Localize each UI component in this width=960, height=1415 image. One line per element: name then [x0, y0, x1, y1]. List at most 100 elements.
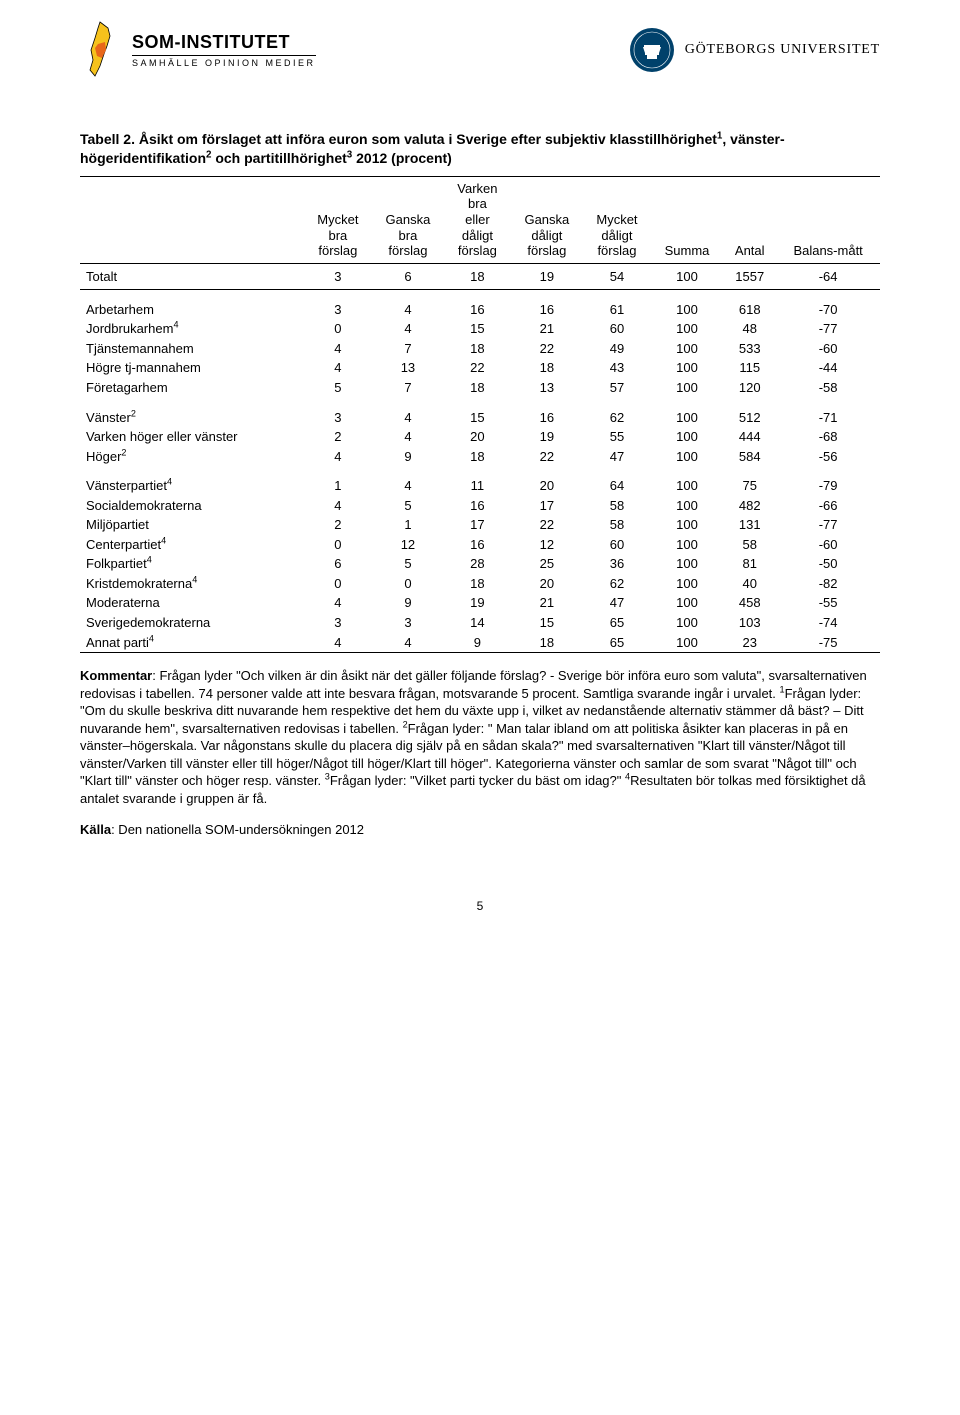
table-row: Företagarhem57181357100120-58 [80, 378, 880, 398]
cell: -77 [776, 515, 880, 535]
cell: 100 [651, 535, 723, 555]
cell: 64 [583, 476, 651, 496]
cell: 4 [372, 633, 444, 653]
cell: 100 [651, 300, 723, 320]
cell: 0 [304, 319, 372, 339]
row-label: Höger2 [80, 447, 304, 467]
cell: 100 [651, 593, 723, 613]
cell: 3 [304, 263, 372, 290]
cell: 20 [511, 476, 583, 496]
cell: 4 [304, 496, 372, 516]
row-label: Arbetarhem [80, 300, 304, 320]
cell: 58 [723, 535, 776, 555]
cell: 54 [583, 263, 651, 290]
gu-logo: GÖTEBORGS UNIVERSITET [629, 27, 880, 73]
cell: 444 [723, 427, 776, 447]
cell: 6 [372, 263, 444, 290]
cell: 18 [444, 339, 511, 359]
cell: 60 [583, 319, 651, 339]
cell: 62 [583, 574, 651, 594]
spacer-row [80, 398, 880, 408]
table-row: Annat parti4449186510023-75 [80, 633, 880, 653]
column-header: Antal [723, 176, 776, 263]
cell: 60 [583, 535, 651, 555]
cell: 100 [651, 554, 723, 574]
table-row: Varken höger eller vänster24201955100444… [80, 427, 880, 447]
row-label: Socialdemokraterna [80, 496, 304, 516]
cell: 58 [583, 515, 651, 535]
column-header: Ganskabraförslag [372, 176, 444, 263]
cell: 13 [511, 378, 583, 398]
table-row: Folkpartiet46528253610081-50 [80, 554, 880, 574]
row-label: Företagarhem [80, 378, 304, 398]
cell: 6 [304, 554, 372, 574]
gu-text: GÖTEBORGS UNIVERSITET [685, 42, 880, 58]
cell: 4 [372, 427, 444, 447]
cell: -66 [776, 496, 880, 516]
row-label: Folkpartiet4 [80, 554, 304, 574]
cell: 55 [583, 427, 651, 447]
cell: 4 [372, 476, 444, 496]
table-row: Jordbrukarhem40415216010048-77 [80, 319, 880, 339]
table-row: Miljöpartiet21172258100131-77 [80, 515, 880, 535]
cell: 21 [511, 319, 583, 339]
cell: -75 [776, 633, 880, 653]
cell: 0 [372, 574, 444, 594]
cell: 5 [304, 378, 372, 398]
som-logo: SOM-INSTITUTET SAMHÄLLE OPINION MEDIER [80, 20, 316, 80]
cell: 4 [372, 408, 444, 428]
cell: 2 [304, 427, 372, 447]
row-label: Miljöpartiet [80, 515, 304, 535]
cell: 100 [651, 476, 723, 496]
cell: 4 [304, 339, 372, 359]
row-label: Tjänstemannahem [80, 339, 304, 359]
row-label: Varken höger eller vänster [80, 427, 304, 447]
table-row: Moderaterna49192147100458-55 [80, 593, 880, 613]
cell: 1557 [723, 263, 776, 290]
table-row: Sverigedemokraterna33141565100103-74 [80, 613, 880, 633]
cell: 3 [304, 408, 372, 428]
column-header: Ganskadåligtförslag [511, 176, 583, 263]
column-header: Varkenbraellerdåligtförslag [444, 176, 511, 263]
cell: 100 [651, 358, 723, 378]
cell: 61 [583, 300, 651, 320]
cell: 16 [444, 535, 511, 555]
column-header: Mycketdåligtförslag [583, 176, 651, 263]
spacer-row [80, 466, 880, 476]
cell: -58 [776, 378, 880, 398]
row-label: Centerpartiet4 [80, 535, 304, 555]
table-row: Högre tj-mannahem413221843100115-44 [80, 358, 880, 378]
cell: 65 [583, 633, 651, 653]
row-label: Vänster2 [80, 408, 304, 428]
cell: 2 [304, 515, 372, 535]
cell: 100 [651, 263, 723, 290]
cell: 22 [511, 515, 583, 535]
cell: 584 [723, 447, 776, 467]
row-label: Vänsterpartiet4 [80, 476, 304, 496]
cell: 47 [583, 593, 651, 613]
cell: 100 [651, 339, 723, 359]
cell: 22 [511, 447, 583, 467]
cell: 15 [444, 319, 511, 339]
cell: 16 [444, 496, 511, 516]
cell: 18 [444, 378, 511, 398]
column-header: Mycketbraförslag [304, 176, 372, 263]
cell: 18 [444, 447, 511, 467]
cell: 58 [583, 496, 651, 516]
row-label: Högre tj-mannahem [80, 358, 304, 378]
cell: -71 [776, 408, 880, 428]
cell: 49 [583, 339, 651, 359]
cell: 75 [723, 476, 776, 496]
cell: 43 [583, 358, 651, 378]
cell: 0 [304, 535, 372, 555]
table-row: Totalt361819541001557-64 [80, 263, 880, 290]
cell: 100 [651, 496, 723, 516]
column-header [80, 176, 304, 263]
cell: 1 [304, 476, 372, 496]
cell: -68 [776, 427, 880, 447]
cell: 14 [444, 613, 511, 633]
spacer-row [80, 290, 880, 300]
table-row: Socialdemokraterna45161758100482-66 [80, 496, 880, 516]
cell: 4 [304, 447, 372, 467]
som-subtitle: SAMHÄLLE OPINION MEDIER [132, 55, 316, 68]
